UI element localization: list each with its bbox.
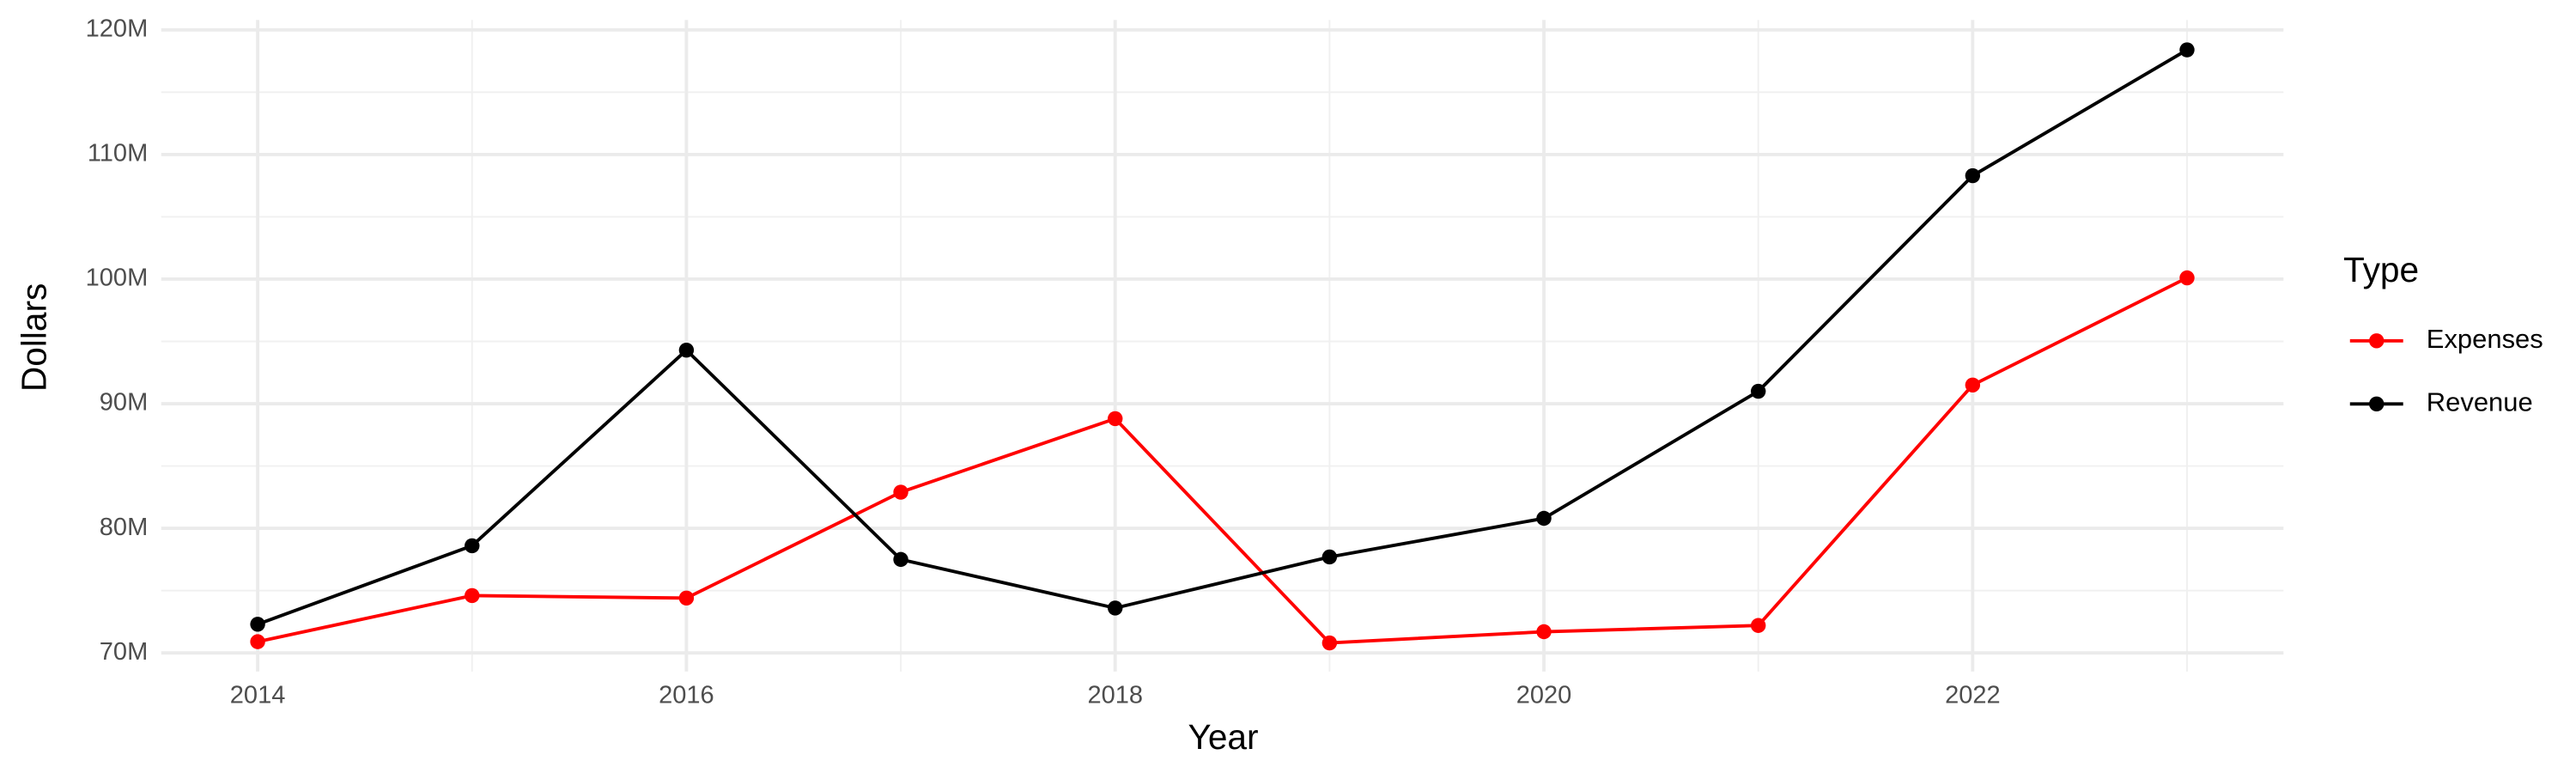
x-tick-label: 2018 (1087, 682, 1143, 709)
grid (161, 20, 2284, 672)
data-point (1965, 167, 1981, 184)
data-point (1321, 549, 1338, 565)
data-point (893, 484, 908, 500)
x-tick-label: 2020 (1516, 682, 1572, 709)
data-point (1321, 635, 1338, 651)
y-tick-label: 120M (86, 15, 149, 43)
x-tick-label: 2014 (230, 682, 286, 709)
data-point (678, 342, 695, 358)
data-point (465, 538, 480, 554)
x-tick-label: 2016 (659, 682, 714, 709)
y-tick-label: 100M (86, 265, 149, 292)
series (250, 270, 2195, 651)
data-point (250, 634, 265, 649)
data-point (250, 617, 265, 632)
y-tick-label: 90M (100, 389, 148, 417)
x-axis-title: Year (1188, 717, 1258, 757)
legend-item: Expenses (2349, 324, 2543, 354)
data-point (1108, 600, 1123, 616)
legend-item: Revenue (2349, 386, 2533, 417)
data-point (893, 551, 908, 568)
y-tick-label: 70M (100, 638, 148, 666)
legend-key-point (2369, 333, 2385, 349)
x-tick-label: 2022 (1945, 682, 2001, 709)
y-tick-label: 110M (88, 140, 148, 167)
data-point (1750, 618, 1766, 633)
data-point (1536, 510, 1552, 526)
data-point (465, 587, 480, 604)
series-line (257, 276, 2188, 645)
y-axis-title: Dollars (14, 283, 53, 392)
data-point (1750, 383, 1766, 399)
series (250, 42, 2195, 632)
data-point (2179, 42, 2195, 58)
y-tick-label: 80M (100, 514, 148, 541)
legend-label: Revenue (2427, 386, 2533, 417)
legend-label: Expenses (2427, 324, 2543, 354)
series-line (257, 48, 2188, 626)
data-point (678, 590, 695, 606)
data-point (2179, 270, 2195, 286)
legend-title: Type (2343, 250, 2419, 289)
data-point (1108, 411, 1123, 427)
data-point (1536, 624, 1552, 640)
data-point (1965, 377, 1981, 393)
legend-key-point (2369, 396, 2385, 412)
